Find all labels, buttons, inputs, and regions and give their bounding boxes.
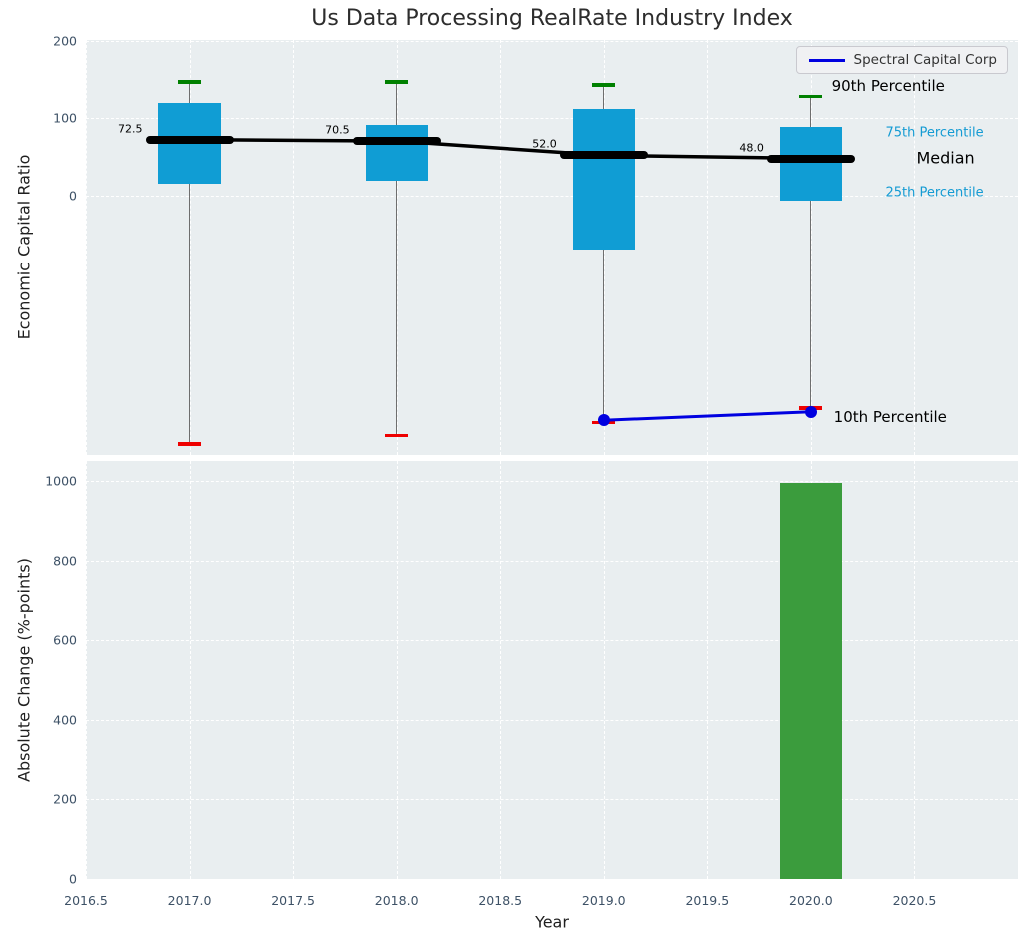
- whisker-line: [188, 82, 191, 445]
- x-tick-label: 2018.0: [374, 893, 419, 908]
- y-tick-label-bottom: 800: [53, 553, 77, 569]
- x-tick-label: 2017.0: [167, 893, 212, 908]
- y-tick-label-bottom: 1000: [45, 473, 77, 489]
- annotation-25th-percentile: 25th Percentile: [885, 185, 984, 201]
- grid-line-vertical: [293, 461, 295, 879]
- grid-line-vertical: [293, 40, 295, 455]
- median-segment: [352, 137, 441, 146]
- y-tick-label-top: 100: [53, 110, 77, 126]
- median-value-label: 48.0: [739, 141, 764, 155]
- chart-title: Us Data Processing RealRate Industry Ind…: [311, 6, 793, 31]
- grid-line-horizontal: [86, 118, 1018, 120]
- x-axis-label: Year: [535, 912, 569, 932]
- iqr-box: [365, 124, 428, 181]
- x-tick-label: 2019.5: [685, 893, 730, 908]
- median-connector-line: [189, 137, 811, 161]
- median-line-layer: [189, 137, 811, 161]
- y-tick-label-top: 200: [53, 33, 77, 49]
- median-value-label: 52.0: [532, 137, 557, 151]
- grid-line-vertical: [86, 461, 87, 879]
- x-tick-label: 2020.0: [789, 893, 833, 908]
- y-tick-label-bottom: 400: [53, 712, 77, 728]
- grid-line-horizontal: [86, 195, 1018, 197]
- grid-line-vertical: [914, 40, 916, 455]
- y-tick-label-bottom: 600: [53, 632, 77, 648]
- x-tick-label: 2017.5: [271, 893, 315, 908]
- grid-line-vertical: [396, 461, 398, 879]
- y-tick-label-top: 0: [69, 188, 77, 204]
- grid-line-vertical: [707, 40, 709, 455]
- series-point: [597, 414, 610, 427]
- legend-line-swatch: [808, 58, 845, 62]
- iqr-box: [572, 109, 635, 250]
- median-segment: [559, 151, 648, 160]
- whisker-cap-10th: [385, 433, 409, 438]
- grid-line-horizontal: [86, 879, 1018, 880]
- grid-line-vertical: [500, 461, 502, 879]
- y-axis-label-bottom: Absolute Change (%-points): [14, 558, 34, 782]
- median-segment: [766, 154, 855, 163]
- grid-line-vertical: [86, 40, 87, 455]
- grid-line-vertical: [603, 461, 605, 879]
- annotation-75th-percentile: 75th Percentile: [885, 125, 984, 141]
- y-tick-label-bottom: 200: [53, 791, 77, 807]
- whisker-line: [396, 82, 398, 436]
- whisker-line: [810, 96, 812, 408]
- iqr-box: [779, 126, 842, 201]
- whisker-cap-90th: [592, 83, 616, 87]
- median-segment: [145, 135, 234, 144]
- median-value-label: 72.5: [118, 122, 143, 136]
- bar-panel: [86, 461, 1018, 880]
- grid-line-horizontal: [86, 41, 1018, 43]
- x-tick-label: 2016.5: [64, 893, 108, 908]
- annotation-10th-percentile: 10th Percentile: [833, 408, 947, 427]
- x-tick-label: 2019.0: [581, 893, 626, 908]
- grid-line-horizontal: [86, 640, 1018, 642]
- grid-line-horizontal: [86, 560, 1018, 562]
- series-line: [603, 410, 811, 422]
- grid-line-horizontal: [86, 719, 1018, 721]
- legend: Spectral Capital Corp: [795, 46, 1008, 74]
- annotation-90th-percentile: 90th Percentile: [831, 76, 945, 95]
- grid-line-vertical: [914, 461, 916, 879]
- series-point: [804, 405, 817, 418]
- change-bar: [779, 482, 842, 879]
- whisker-cap-10th: [178, 442, 201, 446]
- grid-line-vertical: [189, 461, 191, 879]
- y-tick-label-bottom: 0: [69, 871, 77, 887]
- whisker-line: [603, 85, 605, 423]
- grid-line-vertical: [500, 40, 502, 455]
- x-tick-label: 2020.5: [892, 893, 937, 908]
- whisker-cap-90th: [178, 80, 201, 84]
- legend-label: Spectral Capital Corp: [853, 52, 997, 68]
- median-value-label: 70.5: [325, 123, 350, 137]
- series-layer: [603, 410, 811, 422]
- whisker-cap-90th: [385, 80, 409, 84]
- boxplot-panel: Spectral Capital Corp 72.5 70.5 52.0 48.0 90…: [86, 40, 1018, 455]
- whisker-cap-90th: [799, 95, 823, 99]
- grid-line-vertical: [707, 461, 709, 879]
- x-tick-label: 2018.5: [478, 893, 523, 908]
- annotation-median: Median: [916, 148, 975, 168]
- grid-line-horizontal: [86, 480, 1018, 482]
- y-axis-label-top: Economic Capital Ratio: [14, 154, 34, 340]
- grid-line-horizontal: [86, 799, 1018, 801]
